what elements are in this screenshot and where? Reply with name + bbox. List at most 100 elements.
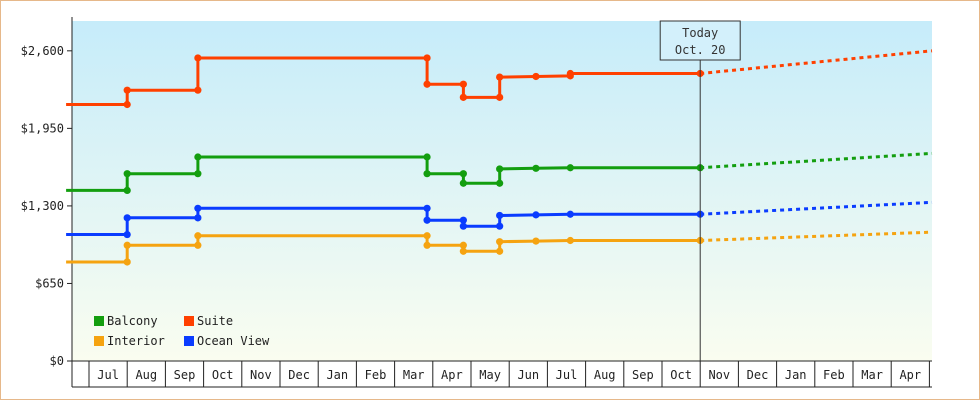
axes: $0 $650 $1,300 $1,950 $2,600 Jul Aug Sep Oct Nov D… <box>21 17 932 388</box>
data-point <box>496 238 504 246</box>
data-point <box>532 72 540 81</box>
series-line <box>66 206 701 236</box>
data-point <box>123 170 131 178</box>
data-point <box>194 232 202 240</box>
x-tick-label: Mar <box>403 368 425 382</box>
data-point <box>496 93 504 101</box>
data-point <box>123 86 131 94</box>
forecast-line <box>700 151 933 170</box>
x-tick-label: Jun <box>517 368 539 382</box>
data-point <box>532 211 540 219</box>
data-point <box>123 100 131 109</box>
data-point <box>423 232 431 240</box>
legend-swatch <box>94 316 104 326</box>
legend-label: Balcony <box>107 314 158 328</box>
x-tick-label: Nov <box>708 368 730 382</box>
data-point <box>459 170 467 178</box>
data-point <box>194 54 202 62</box>
data-point <box>123 230 131 239</box>
data-point <box>459 222 467 230</box>
legend: Balcony Suite Interior Ocean View <box>94 314 270 348</box>
x-tick-label: Aug <box>594 368 616 382</box>
x-tick-label: Sep <box>632 368 654 382</box>
x-tick-label: Feb <box>365 368 387 382</box>
x-tick-label: Jul <box>97 368 119 382</box>
y-tick-label: $2,600 <box>21 44 64 58</box>
y-tick-label: $0 <box>50 354 64 368</box>
legend-label: Ocean View <box>197 334 270 348</box>
data-point <box>423 216 431 224</box>
data-point <box>459 247 467 255</box>
data-point <box>123 258 131 266</box>
data-point <box>566 210 574 218</box>
plot-background <box>72 21 932 361</box>
legend-swatch <box>94 336 104 346</box>
x-tick-label: Dec <box>288 368 310 382</box>
data-point <box>532 237 540 245</box>
legend-swatch <box>184 336 194 346</box>
data-point <box>194 241 202 249</box>
data-point <box>566 236 574 245</box>
legend-label: Interior <box>107 334 165 348</box>
data-point <box>496 165 504 173</box>
data-point <box>496 211 504 220</box>
x-tick-label: Feb <box>823 368 845 382</box>
x-tick-label: Apr <box>441 368 463 382</box>
x-tick-label: Apr <box>899 368 921 382</box>
y-tick-label: $1,300 <box>21 199 64 213</box>
data-point <box>194 153 202 161</box>
data-point <box>423 153 431 161</box>
x-tick-label: Jan <box>785 368 807 382</box>
data-point <box>423 80 431 88</box>
x-tick-label: Nov <box>250 368 272 382</box>
today-date: Oct. 20 <box>675 43 726 57</box>
series-line <box>66 234 701 264</box>
today-box <box>659 20 741 61</box>
today-marker: Today Oct. 20 <box>659 20 741 361</box>
data-point <box>423 54 431 62</box>
data-point <box>194 86 202 94</box>
data-point <box>459 179 467 187</box>
y-tick-label: $1,950 <box>21 121 64 135</box>
legend-swatch <box>184 316 194 326</box>
data-point <box>496 179 504 187</box>
x-tick-label: Jul <box>556 368 578 382</box>
data-point <box>566 69 574 78</box>
data-point <box>123 214 131 222</box>
data-point <box>459 216 467 224</box>
data-point <box>423 204 431 212</box>
today-label: Today <box>682 26 718 40</box>
forecast-line <box>700 200 933 216</box>
x-tick-label: Aug <box>135 368 157 382</box>
data-point <box>496 247 504 255</box>
series-line <box>66 155 701 192</box>
y-tick-label: $650 <box>35 276 64 290</box>
data-point <box>496 222 504 230</box>
forecast-line <box>700 49 933 75</box>
forecast-line <box>700 230 933 243</box>
data-point <box>123 241 131 249</box>
data-point <box>459 80 467 88</box>
data-point <box>194 214 202 222</box>
data-point <box>532 164 540 172</box>
data-point <box>459 93 467 101</box>
data-point <box>194 170 202 178</box>
data-point <box>566 164 574 172</box>
x-tick-label: Sep <box>174 368 196 382</box>
x-tick-label: Dec <box>747 368 769 382</box>
data-point <box>423 241 431 249</box>
legend-label: Suite <box>197 314 233 328</box>
data-point <box>194 204 202 212</box>
x-tick-label: Oct <box>670 368 692 382</box>
data-point <box>123 186 131 195</box>
x-tick-label: Jan <box>326 368 348 382</box>
x-tick-label: Oct <box>212 368 234 382</box>
x-tick-label: May <box>479 368 501 382</box>
x-tick-label: Mar <box>861 368 883 382</box>
data-point <box>459 241 467 249</box>
series-layer <box>66 49 933 266</box>
data-point <box>423 170 431 178</box>
data-point <box>496 73 504 81</box>
